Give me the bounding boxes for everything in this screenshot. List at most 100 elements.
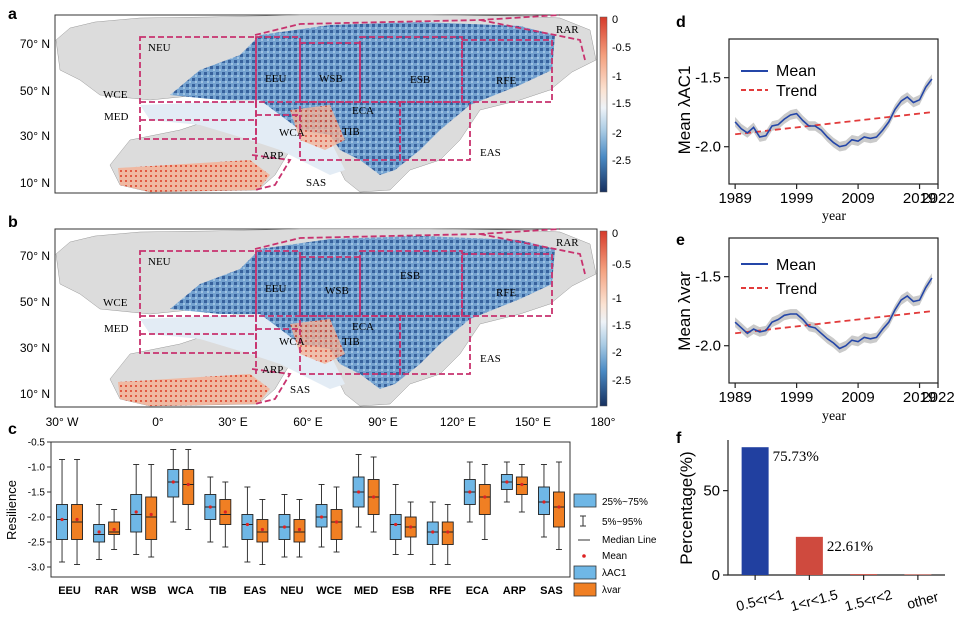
box-mean <box>520 482 524 487</box>
box-mean <box>319 515 324 519</box>
ylabel-d: Mean λAC1 <box>675 66 694 155</box>
region-label-wsb-b: WSB <box>325 285 349 297</box>
lon-label-120e: 120° E <box>440 415 476 429</box>
panel-label-f: f <box>676 430 682 447</box>
region-label-med-b: MED <box>104 323 129 335</box>
region-label-neu-a: NEU <box>148 42 171 54</box>
box-mean <box>357 490 361 494</box>
boxplot-xtick-label: ECA <box>466 585 489 597</box>
legend-d: Mean Trend <box>741 63 817 100</box>
box-mean <box>112 527 116 532</box>
boxplot-ytick-label: -1.0 <box>28 463 46 474</box>
bar <box>795 536 823 575</box>
cbar-a-tick-2: -1 <box>612 71 622 83</box>
boxplot-ytick-label: -0.5 <box>28 438 46 449</box>
xlabel-d: year <box>822 209 846 224</box>
region-label-eeu-b: EEU <box>265 283 286 295</box>
colorbar-b: 0 -0.5 -1 -1.5 -2 -2.5 <box>599 228 631 407</box>
ytick-label: -2.0 <box>695 338 721 355</box>
uncertainty-band <box>735 273 932 354</box>
xtick-label: 1999 <box>780 389 813 406</box>
box-iqr <box>56 504 68 540</box>
legend-var-swatch <box>573 582 597 597</box>
bar <box>850 574 878 575</box>
box-mean <box>557 505 561 509</box>
boxplot-xtick-label: MED <box>354 585 379 597</box>
cbar-b-tick-5: -2.5 <box>612 375 631 387</box>
legend-d-mean-label: Mean <box>776 63 816 80</box>
f-ytick-label: 0 <box>712 567 720 584</box>
box-mean <box>483 495 487 499</box>
box-iqr <box>241 514 254 540</box>
trend-line <box>735 111 932 136</box>
map-b: NEU RAR EEU WSB ESB RFE WCE MED ECA WCA … <box>20 228 616 429</box>
legend-var-label: λvar <box>602 585 622 596</box>
panel-label-e: e <box>676 232 685 249</box>
boxplot-panel: Resilience -0.5 -1.0 -1.5 -2.0 -2.5 -3.0 EEU R… <box>4 438 657 598</box>
legend-iqr-swatch <box>573 493 597 508</box>
region-label-eeu-a: EEU <box>265 73 286 85</box>
lon-label-150e: 150° E <box>515 415 551 429</box>
cbar-b-tick-0: 0 <box>612 228 618 240</box>
boxplot-xtick-label: WSB <box>131 585 157 597</box>
xtick-label: 2019 <box>903 190 936 207</box>
lat-label-10-b: 10° N <box>20 387 50 401</box>
legend-e: Mean Trend <box>741 257 817 298</box>
cbar-a-tick-1: -0.5 <box>612 42 631 54</box>
panel-label-d: d <box>676 14 686 31</box>
boxplot-xtick-label: RFE <box>429 585 451 597</box>
boxplot-xtick-label: RAR <box>95 585 119 597</box>
axes-e <box>728 237 939 384</box>
xtick-label: 2009 <box>841 190 874 207</box>
region-label-wca-a: WCA <box>279 127 305 139</box>
lat-label-30-a: 30° N <box>20 129 50 143</box>
ytick-label: -2.0 <box>695 139 721 156</box>
f-xtick-label: 1<r<1.5 <box>789 586 840 614</box>
region-label-arp-b: ARP <box>262 364 283 376</box>
legend-ac1-label: λAC1 <box>602 568 627 579</box>
box-mean <box>75 517 79 522</box>
box-iqr <box>182 469 195 505</box>
trend-line <box>735 310 932 335</box>
bar-value-label: 22.61% <box>827 539 873 555</box>
box-mean <box>334 520 339 524</box>
region-label-med-a: MED <box>104 111 129 123</box>
xtick-label: 1989 <box>718 190 751 207</box>
legend-e-mean-label: Mean <box>776 257 816 274</box>
box-mean <box>149 512 153 517</box>
mean-line <box>734 78 933 148</box>
box-mean <box>97 530 101 534</box>
cbar-a-tick-4: -2 <box>612 128 622 140</box>
box-mean <box>282 525 287 529</box>
box-iqr <box>145 496 158 540</box>
boxplot-axes <box>50 441 571 578</box>
axes-d <box>728 38 939 185</box>
boxplot-ylabel: Resilience <box>4 480 19 540</box>
box-iqr <box>330 509 343 540</box>
box-mean <box>297 527 302 532</box>
legend-mean-label: Mean <box>602 551 627 562</box>
boxplot-ytick-label: -1.5 <box>28 488 46 499</box>
region-label-neu-b: NEU <box>148 256 171 268</box>
region-label-eca-a: ECA <box>352 105 374 117</box>
box-mean <box>372 495 376 499</box>
lon-label-180: 180° <box>591 415 616 429</box>
panel-label-b: b <box>8 214 18 231</box>
region-label-wsb-a: WSB <box>319 73 343 85</box>
legend-d-trend-label: Trend <box>776 83 817 100</box>
lat-label-70-a: 70° N <box>20 37 50 51</box>
box-mean <box>446 530 450 534</box>
f-ytick-label: 50 <box>703 483 720 500</box>
box-mean <box>394 522 398 527</box>
legend-whisker-symbol <box>580 515 586 527</box>
cbar-a-tick-5: -2.5 <box>612 155 631 167</box>
xtick-label: 2019 <box>903 389 936 406</box>
legend-whisker-label: 5%~95% <box>602 517 642 528</box>
uncertainty-band <box>735 74 932 152</box>
box-iqr <box>553 491 565 528</box>
ylabel-f: Percentage(%) <box>677 451 696 564</box>
box-mean <box>208 505 212 509</box>
bar <box>904 574 932 575</box>
